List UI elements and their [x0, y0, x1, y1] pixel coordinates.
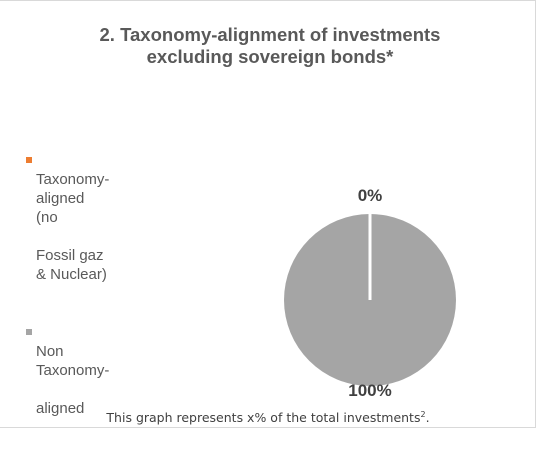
- legend-label-taxonomy-aligned: Taxonomy-aligned (no Fossil gaz & Nuclea…: [36, 151, 109, 284]
- data-label-taxonomy-aligned: 0%: [357, 186, 383, 205]
- legend-label-taxonomy-aligned-line-2: Fossil gaz & Nuclear): [36, 247, 107, 283]
- footnote-suffix: .: [425, 410, 430, 426]
- footnote-superscript: 2: [420, 410, 426, 419]
- chart-title-line-1: 2. Taxonomy-alignment of investments: [99, 24, 441, 45]
- legend-label-taxonomy-aligned-line-1: Taxonomy-aligned (no: [36, 171, 110, 226]
- legend-label-non-taxonomy-aligned-line-1: Non Taxonomy-: [36, 343, 110, 379]
- footnote-text: This graph represents x% of the total in…: [106, 410, 421, 426]
- legend-swatch-non-taxonomy-aligned: [26, 329, 32, 335]
- footnote: This graph represents x% of the total in…: [0, 407, 536, 426]
- chart-frame: [0, 0, 536, 428]
- legend-label-non-taxonomy-aligned-line-2: aligned: [36, 400, 85, 417]
- legend-label-non-taxonomy-aligned: Non Taxonomy- aligned: [36, 323, 109, 418]
- data-label-non-taxonomy-aligned: 100%: [348, 381, 392, 400]
- legend-swatch-taxonomy-aligned: [26, 157, 32, 163]
- chart-title-line-2: excluding sovereign bonds*: [146, 46, 394, 67]
